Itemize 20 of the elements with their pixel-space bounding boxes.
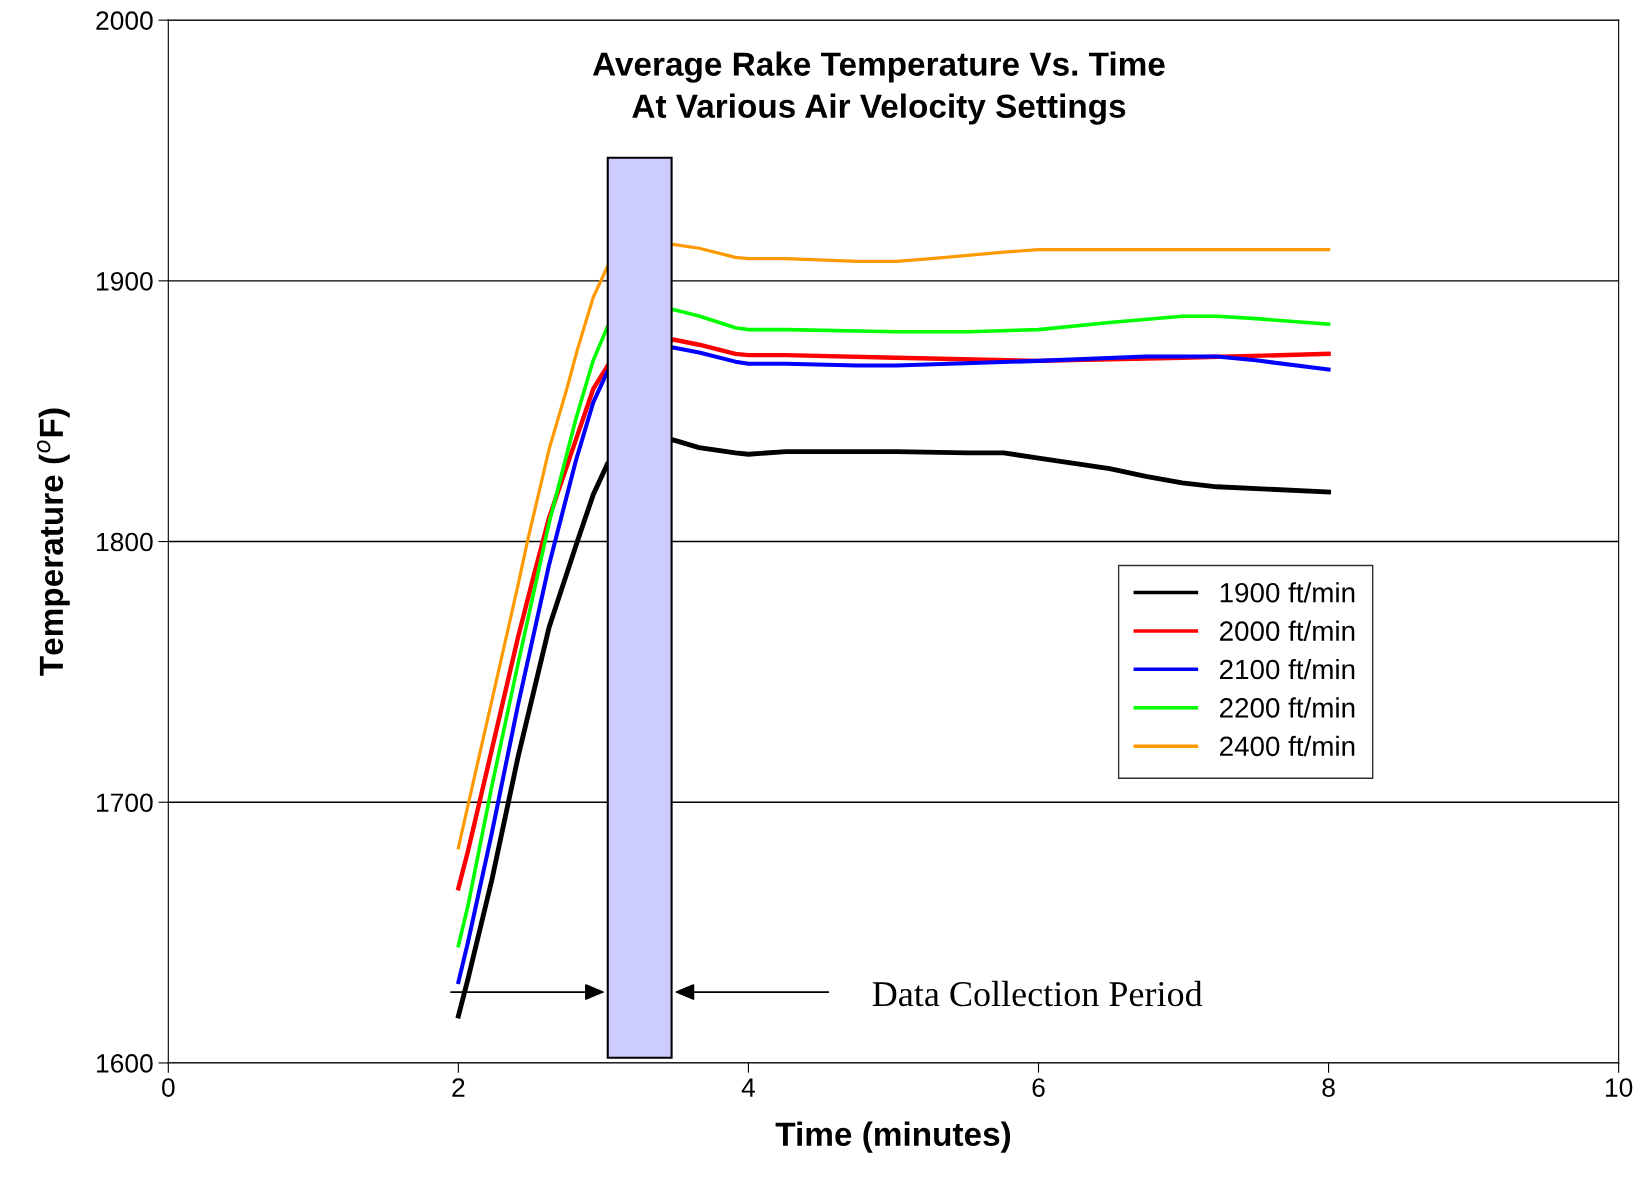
y-axis-title: Temperature ($^{o}$F) — [37, 408, 70, 676]
legend-label: 1900 ft/min — [1220, 582, 1355, 603]
y-tick-label: 1900 — [97, 271, 153, 291]
legend-label: 2100 ft/min — [1220, 658, 1355, 680]
x-tick-label: 8 — [1322, 1078, 1335, 1097]
x-tick-label: 0 — [161, 1078, 175, 1097]
y-tick-label: 2000 — [96, 11, 153, 30]
legend-label: 2200 ft/min — [1220, 697, 1355, 718]
y-tick-label: 1800 — [97, 532, 153, 552]
legend-label: 2400 ft/min — [1220, 735, 1355, 757]
y-tick-label: 1600 — [97, 1054, 153, 1073]
annotation: Data Collection Period — [872, 980, 1203, 1007]
text: Average Rake Temperature Vs. Time At Various Air Velocity Settings — [592, 51, 1165, 125]
x-tick-label: 6 — [1032, 1078, 1045, 1097]
x-tick-label: 4 — [741, 1078, 756, 1097]
legend-label: 2000 ft/min — [1220, 620, 1355, 641]
y-tick-label: 1700 — [97, 793, 153, 813]
x-tick-label: 10 — [1605, 1078, 1633, 1097]
x-axis-title: Time (minutes) — [775, 1121, 1011, 1153]
x-tick-label: 2 — [452, 1078, 465, 1097]
